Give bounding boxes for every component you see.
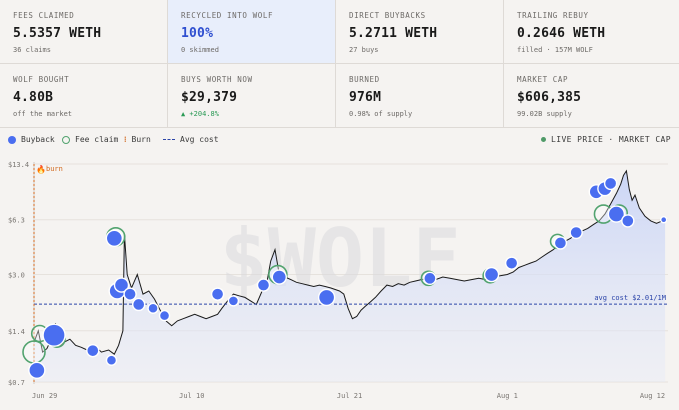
stat-label: BURNED — [349, 75, 380, 84]
stat-wolf-bought: WOLF BOUGHT 4.80B off the market — [0, 64, 168, 128]
stat-sub: filled · 157M WOLF — [517, 46, 593, 54]
stat-sub: 99.02B supply — [517, 110, 572, 118]
stat-value: 100% — [181, 26, 214, 41]
buyback-marker[interactable] — [113, 277, 130, 293]
stat-label: BUYS WORTH NOW — [181, 75, 253, 84]
stat-direct-buybacks: DIRECT BUYBACKS 5.2711 WETH 27 buys — [336, 0, 504, 64]
y-tick-label: $0.7 — [8, 379, 25, 387]
y-tick-label: $13.4 — [8, 161, 29, 169]
buyback-marker[interactable] — [256, 278, 271, 292]
buyback-marker[interactable] — [158, 309, 171, 322]
stat-sub: 27 buys — [349, 46, 379, 54]
stat-label: DIRECT BUYBACKS — [349, 11, 426, 20]
buyback-marker[interactable] — [147, 302, 159, 314]
stat-sub: 36 claims — [13, 46, 51, 54]
burn-marker-icon: ⁝ — [124, 135, 127, 144]
buyback-marker[interactable] — [105, 354, 118, 366]
live-price-indicator: LIVE PRICE · MARKET CAP — [541, 135, 671, 144]
buyback-marker[interactable] — [483, 266, 500, 283]
buyback-marker[interactable] — [603, 176, 618, 191]
stat-value: 976M — [349, 90, 382, 105]
buyback-marker[interactable] — [621, 214, 635, 228]
stat-label: FEES CLAIMED — [13, 11, 75, 20]
stat-trailing-rebuy: TRAILING REBUY 0.2646 WETH filled · 157M… — [504, 0, 679, 64]
legend-buyback-label: Buyback — [21, 135, 55, 144]
stat-value: 4.80B — [13, 90, 54, 105]
legend-fee-claim-label: Fee claim — [75, 135, 119, 144]
stat-sub: 0.98% of supply — [349, 110, 413, 118]
stat-fees-claimed: FEES CLAIMED 5.5357 WETH 36 claims — [0, 0, 168, 64]
x-tick-label: Jun 29 — [32, 392, 57, 400]
stat-label: WOLF BOUGHT — [13, 75, 70, 84]
stat-value: 5.5357 WETH — [13, 26, 102, 41]
buyback-marker[interactable] — [423, 271, 437, 286]
stat-value: $29,379 — [181, 90, 238, 105]
buyback-marker[interactable] — [607, 205, 626, 223]
stat-value: 5.2711 WETH — [349, 26, 438, 41]
stat-label: MARKET CAP — [517, 75, 569, 84]
buyback-marker[interactable] — [553, 236, 568, 250]
stats-grid: FEES CLAIMED 5.5357 WETH 36 claims RECYC… — [0, 0, 679, 128]
buyback-marker[interactable] — [210, 287, 225, 301]
y-tick-label: $1.4 — [8, 328, 25, 336]
buyback-marker[interactable] — [86, 343, 100, 358]
avg-cost-label: avg cost $2.01/1M — [594, 294, 666, 302]
legend-avg-cost-label: Avg cost — [180, 135, 219, 144]
buyback-marker[interactable] — [105, 229, 124, 247]
price-area — [34, 170, 666, 382]
buyback-marker[interactable] — [504, 256, 519, 270]
fire-icon: 🔥 — [36, 164, 46, 174]
legend-avg-cost[interactable]: Avg cost — [163, 135, 219, 144]
burn-label: burn — [46, 165, 63, 173]
stat-sub: 0 skimmed — [181, 46, 219, 54]
buyback-marker[interactable] — [227, 295, 240, 307]
stat-label: TRAILING REBUY — [517, 11, 589, 20]
stat-burned: BURNED 976M 0.98% of supply — [336, 64, 504, 128]
stat-value: $606,385 — [517, 90, 582, 105]
legend-burn-label: Burn — [131, 135, 151, 144]
x-tick-label: Jul 21 — [337, 392, 362, 400]
y-tick-label: $3.0 — [8, 272, 25, 280]
buyback-marker[interactable] — [42, 323, 66, 347]
legend-buyback[interactable]: Buyback — [8, 135, 55, 144]
buyback-marker[interactable] — [132, 297, 146, 312]
stat-label: RECYCLED INTO WOLF — [181, 11, 274, 20]
buyback-marker[interactable] — [569, 225, 583, 240]
stat-market-cap: MARKET CAP $606,385 99.02B supply — [504, 64, 679, 128]
fee-claim-ring-icon — [62, 135, 70, 144]
y-tick-label: $6.3 — [8, 217, 25, 225]
live-dot-icon — [541, 137, 547, 142]
price-chart[interactable]: $WOLF avg cost $2.01/1M 🔥 burn $13.4 $6.3… — [0, 152, 679, 406]
buyback-marker[interactable] — [659, 216, 668, 224]
x-tick-label: Aug 1 — [497, 392, 518, 400]
buyback-marker[interactable] — [28, 361, 46, 380]
buyback-marker[interactable] — [317, 288, 336, 307]
live-label: LIVE PRICE · MARKET CAP — [551, 135, 671, 144]
fee-claim-marker[interactable] — [22, 340, 46, 364]
stat-sub: off the market — [13, 110, 73, 118]
avg-cost-dash-icon — [163, 139, 175, 140]
stat-buys-worth-now: BUYS WORTH NOW $29,379 ▲ +204.8% — [168, 64, 336, 128]
stat-change: ▲ +204.8% — [181, 110, 219, 118]
buyback-marker[interactable] — [123, 287, 137, 301]
chart-legend: Buyback Fee claim ⁝ Burn Avg cost LIVE P… — [0, 130, 679, 150]
buyback-dot-icon — [8, 135, 16, 144]
x-tick-label: Jul 10 — [179, 392, 204, 400]
legend-fee-claim[interactable]: Fee claim — [62, 135, 118, 144]
legend-burn[interactable]: ⁝ Burn — [124, 135, 151, 144]
price-chart-svg: $WOLF avg cost $2.01/1M 🔥 burn $13.4$6.3… — [8, 161, 668, 400]
buyback-marker[interactable] — [271, 269, 287, 285]
stat-recycled: RECYCLED INTO WOLF 100% 0 skimmed — [168, 0, 336, 64]
x-tick-label: Aug 12 — [640, 392, 665, 400]
stat-value: 0.2646 WETH — [517, 26, 606, 41]
